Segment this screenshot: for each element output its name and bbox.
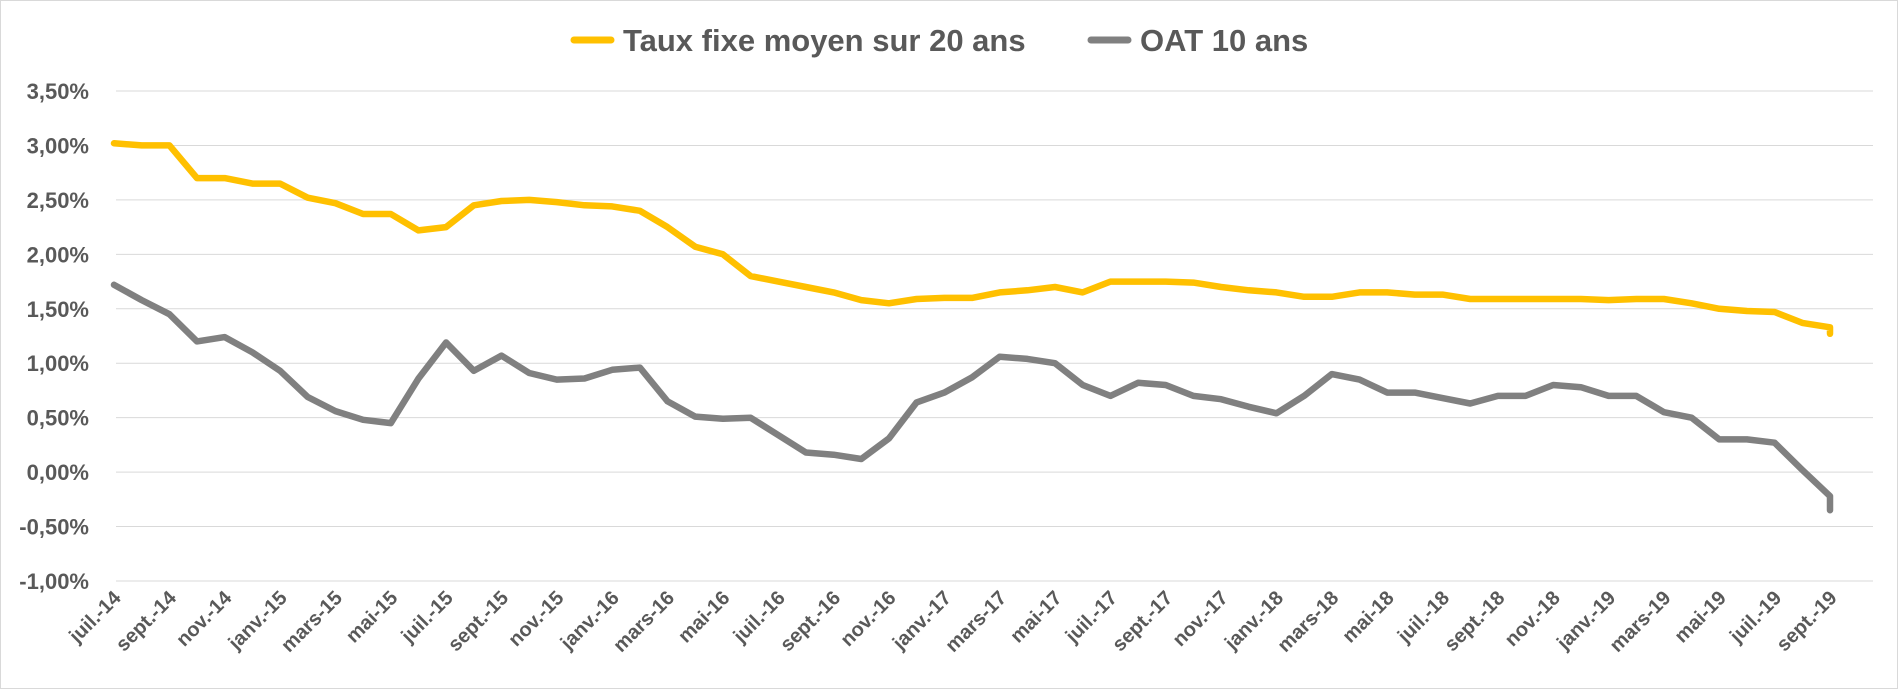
y-tick-label: 0,00% — [27, 460, 89, 485]
legend-label-oat: OAT 10 ans — [1140, 23, 1308, 58]
series-line-0 — [110, 140, 1834, 338]
x-axis-ticks: juil.-14sept.-14nov.-14janv.-15mars-15ma… — [64, 586, 1841, 656]
x-tick-label: mars-17 — [941, 587, 1011, 657]
y-tick-label: 3,00% — [27, 133, 89, 158]
x-tick-label: sept.-19 — [1773, 587, 1842, 656]
x-tick-label: mars-19 — [1606, 587, 1676, 657]
y-tick-label: 1,00% — [27, 351, 89, 376]
x-tick-label: sept.-15 — [444, 587, 513, 656]
x-tick-label: mai-19 — [1670, 587, 1730, 647]
x-tick-label: mars-15 — [277, 587, 347, 657]
y-tick-label: 2,00% — [27, 242, 89, 267]
legend-label-taux: Taux fixe moyen sur 20 ans — [623, 23, 1026, 58]
y-tick-label: 3,50% — [27, 79, 89, 104]
gridlines — [116, 90, 1873, 582]
x-tick-label: mai-18 — [1338, 587, 1398, 647]
series-lines — [110, 140, 1834, 514]
x-tick-label: mars-16 — [609, 587, 679, 657]
x-tick-label: mai-17 — [1006, 587, 1066, 647]
y-tick-label: -0,50% — [19, 515, 89, 540]
y-tick-label: 2,50% — [27, 188, 89, 213]
y-tick-label: 1,50% — [27, 297, 89, 322]
y-tick-label: 0,50% — [27, 406, 89, 431]
x-tick-label: sept.-14 — [112, 586, 182, 656]
x-tick-label: sept.-18 — [1440, 587, 1509, 656]
x-tick-label: sept.-17 — [1108, 587, 1177, 656]
legend: Taux fixe moyen sur 20 ans OAT 10 ans — [570, 23, 1308, 58]
x-tick-label: sept.-16 — [776, 587, 845, 656]
series-line-1 — [110, 281, 1834, 514]
x-tick-label: mai-15 — [342, 587, 402, 647]
y-axis-ticks: 3,50% 3,00% 2,50% 2,00% 1,50% 1,00% 0,50% 0,00%… — [19, 79, 89, 594]
y-tick-label: -1,00% — [19, 569, 89, 594]
x-tick-label: mars-18 — [1274, 587, 1344, 657]
x-tick-label: mai-16 — [674, 587, 734, 647]
